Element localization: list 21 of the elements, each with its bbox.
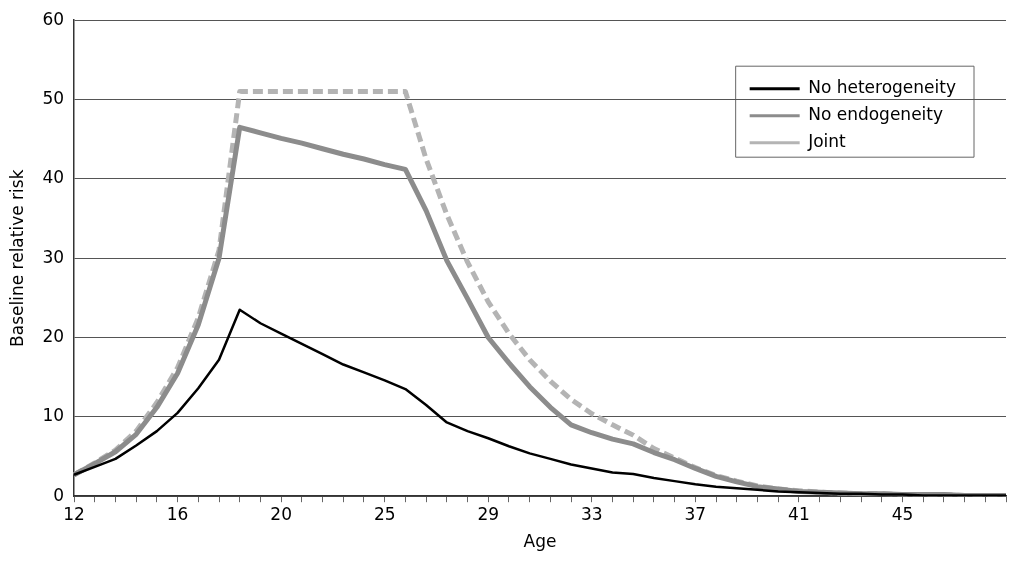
- x-tick-label: 41: [788, 503, 810, 524]
- x-axis-title: Age: [523, 531, 557, 552]
- y-axis-title: Baseline relative risk: [6, 169, 27, 347]
- x-tick-label: 33: [580, 503, 603, 524]
- x-tick-label: 25: [373, 503, 396, 524]
- x-tick-label: 45: [891, 503, 914, 524]
- x-tick-label: 16: [166, 503, 189, 524]
- x-tick-label: 37: [684, 503, 707, 524]
- legend-label: No heterogeneity: [808, 77, 957, 98]
- x-tick-label: 12: [63, 503, 85, 524]
- y-tick-label: 60: [42, 8, 65, 29]
- x-tick-label: 29: [477, 503, 500, 524]
- legend-label: No endogeneity: [808, 104, 944, 125]
- y-tick-label: 40: [42, 167, 65, 188]
- y-tick-label: 20: [42, 325, 65, 346]
- y-tick-label: 50: [42, 87, 65, 108]
- y-tick-label: 30: [42, 246, 65, 267]
- x-tick-label: 20: [270, 503, 292, 524]
- legend-label: Joint: [807, 131, 847, 152]
- y-tick-label: 10: [42, 405, 65, 426]
- y-tick-label: 0: [53, 484, 65, 505]
